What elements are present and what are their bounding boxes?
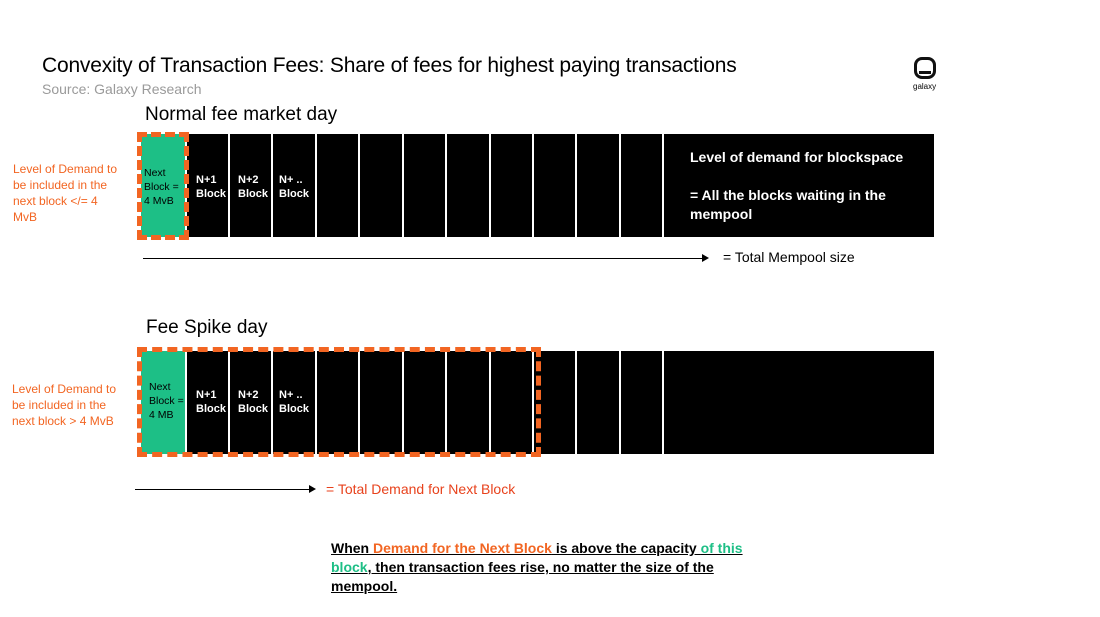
conclusion-highlight-demand: Demand for the Next Block [373,540,552,556]
spike-block [404,351,447,454]
normal-block [447,134,491,237]
spike-n1-label: N+1 Block [196,389,226,415]
spike-day-title: Fee Spike day [146,317,268,338]
spike-demand-label: Level of Demand to be included in the ne… [12,382,117,428]
spike-arrow-line [135,489,310,490]
conclusion-highlight-block: of this block [331,540,743,575]
normal-block [404,134,447,237]
normal-block-n2 [230,134,273,237]
mempool-heading: Level of demand for blockspace [690,149,904,165]
normal-next-block-label: Next Block = 4 MvB [144,167,179,207]
spike-block [360,351,404,454]
galaxy-logo: galaxy [913,57,943,91]
spike-block [534,351,577,454]
spike-demand-highlight [137,347,541,457]
conclusion-text: When Demand for the Next Block is above … [331,539,761,596]
normal-block [317,134,360,237]
spike-block-nn [273,351,317,454]
normal-demand-label: Level of Demand to be included in the ne… [13,162,118,224]
spike-next-block [141,351,187,454]
normal-block-strip: Next Block = 4 MvB N+1 Block N+2 Block N… [141,134,934,237]
logo-wordmark: galaxy [913,82,937,91]
spike-block [317,351,360,454]
spike-block [447,351,491,454]
normal-block-nn [273,134,317,237]
spike-block-n1 [187,351,230,454]
mempool-description: = All the blocks waiting in the mempool [690,187,886,222]
conclusion-part: , then transaction fees rise, no matter … [331,559,714,594]
normal-block [491,134,534,237]
normal-arrow-label: = Total Mempool size [723,249,855,265]
spike-block [491,351,534,454]
spike-next-block-label: Next Block = 4 MB [149,381,184,421]
normal-block-n1 [187,134,230,237]
normal-block [360,134,404,237]
normal-n1-label: N+1 Block [196,174,226,200]
spike-block [621,351,664,454]
spike-nn-label: N+ .. Block [279,389,309,415]
spike-arrow-head [309,485,316,493]
normal-next-block-highlight [137,132,189,240]
normal-block [621,134,664,237]
normal-block [534,134,577,237]
galaxy-logo-icon [914,57,936,79]
normal-arrow-line [143,258,703,259]
normal-block [577,134,621,237]
normal-n2-label: N+2 Block [238,174,268,200]
normal-day-title: Normal fee market day [145,104,338,125]
normal-arrow-head [702,254,709,262]
conclusion-part: is above the capacity [551,540,701,556]
source-note: Source: Galaxy Research [42,81,202,97]
normal-nn-label: N+ .. Block [279,174,309,200]
spike-block [577,351,621,454]
spike-arrow-label: = Total Demand for Next Block [326,481,516,497]
page-title: Convexity of Transaction Fees: Share of … [42,54,737,77]
spike-n2-label: N+2 Block [238,389,268,415]
conclusion-part: When [331,540,373,556]
spike-block-n2 [230,351,273,454]
